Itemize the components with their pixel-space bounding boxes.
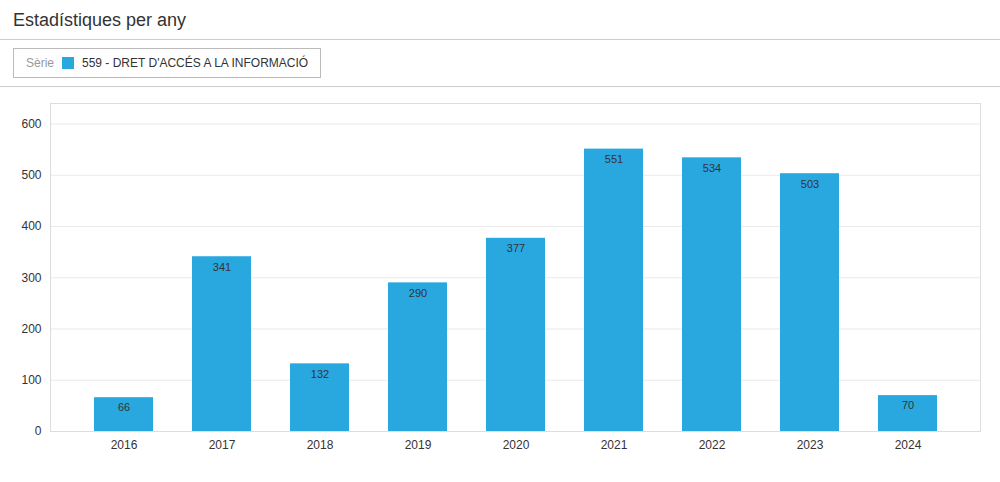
html-text:Estadístiques per any: Estadístiques per any bbox=[13, 10, 187, 30]
svg-text:2017: 2017 bbox=[209, 438, 236, 452]
svg-text:66: 66 bbox=[118, 401, 130, 413]
svg-text:2021: 2021 bbox=[601, 438, 628, 452]
svg-text:2022: 2022 bbox=[699, 438, 726, 452]
svg-text:503: 503 bbox=[801, 178, 819, 190]
svg-text:2016: 2016 bbox=[111, 438, 138, 452]
svg-text:70: 70 bbox=[902, 399, 914, 411]
svg-text:290: 290 bbox=[409, 287, 427, 299]
svg-text:2023: 2023 bbox=[797, 438, 824, 452]
svg-text:2024: 2024 bbox=[895, 438, 922, 452]
svg-text:377: 377 bbox=[507, 242, 525, 254]
svg-text:600: 600 bbox=[21, 117, 41, 131]
svg-text:534: 534 bbox=[703, 162, 721, 174]
svg-text:2019: 2019 bbox=[405, 438, 432, 452]
svg-text:341: 341 bbox=[213, 261, 231, 273]
svg-text:2020: 2020 bbox=[503, 438, 530, 452]
svg-text:0: 0 bbox=[35, 424, 42, 438]
html-text:559 - DRET D'ACCÉS A LA INFORM: 559 - DRET D'ACCÉS A LA INFORMACIÓ bbox=[82, 56, 309, 70]
html-text:Sèrie: Sèrie bbox=[26, 56, 54, 70]
svg-text:500: 500 bbox=[21, 168, 41, 182]
svg-text:132: 132 bbox=[311, 368, 329, 380]
svg-text:2018: 2018 bbox=[307, 438, 334, 452]
svg-text:300: 300 bbox=[21, 271, 41, 285]
svg-text:551: 551 bbox=[605, 153, 623, 165]
svg-text:100: 100 bbox=[21, 373, 41, 387]
svg-text:200: 200 bbox=[21, 322, 41, 336]
svg-text:400: 400 bbox=[21, 219, 41, 233]
